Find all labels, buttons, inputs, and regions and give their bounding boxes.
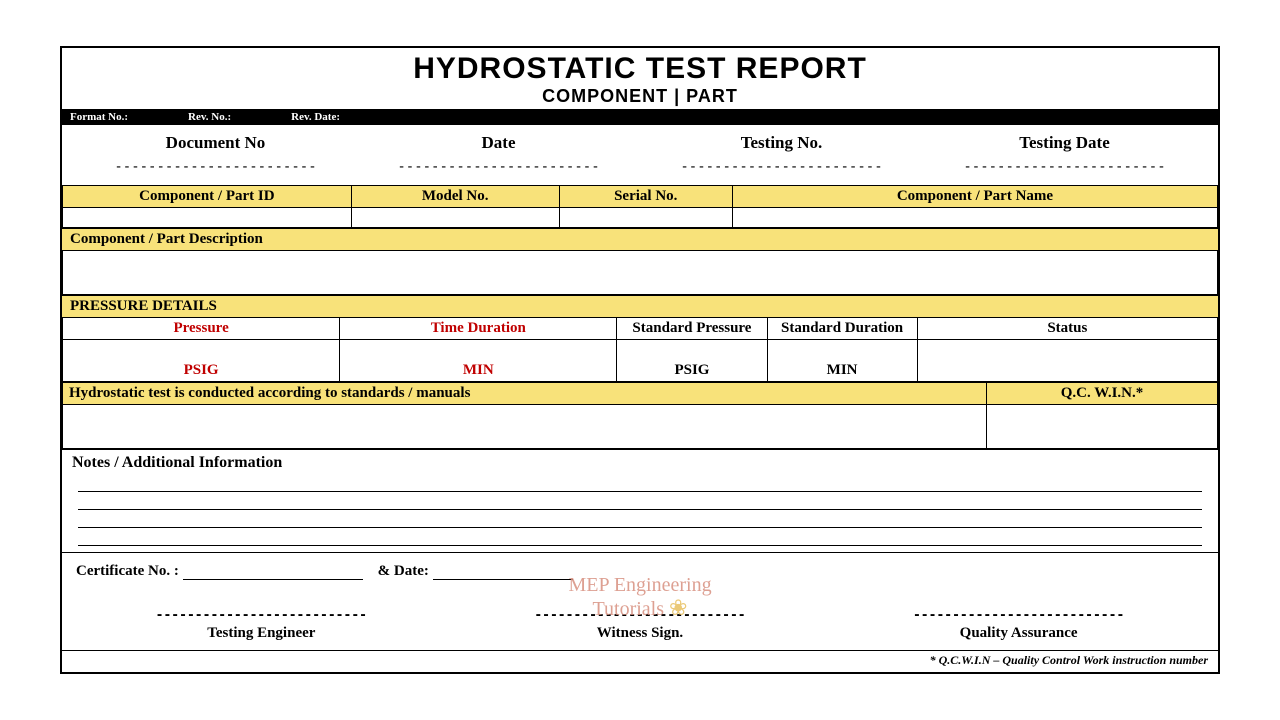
document-no-col: Document No ------------------------: [74, 133, 357, 175]
title-block: HYDROSTATIC TEST REPORT COMPONENT | PART: [62, 48, 1218, 109]
witness-sign-col: --------------------------- Witness Sign…: [534, 608, 745, 642]
quality-assurance-col: --------------------------- Quality Assu…: [913, 608, 1124, 642]
report-sheet: HYDROSTATIC TEST REPORT COMPONENT | PART…: [60, 46, 1220, 674]
testing-engineer-label: Testing Engineer: [156, 625, 367, 642]
description-cell[interactable]: [63, 251, 1218, 295]
pressure-unit-cell[interactable]: PSIG: [63, 340, 340, 382]
pressure-col-header: Pressure: [63, 318, 340, 340]
testing-date-field[interactable]: ------------------------: [923, 159, 1206, 175]
description-header: Component / Part Description: [62, 228, 1218, 250]
certificate-no-field[interactable]: [183, 566, 363, 580]
standards-header: Hydrostatic test is conducted according …: [63, 383, 987, 405]
testing-engineer-line[interactable]: ---------------------------: [156, 608, 367, 623]
testing-no-field[interactable]: ------------------------: [640, 159, 923, 175]
time-unit-cell[interactable]: MIN: [340, 340, 617, 382]
testing-engineer-col: --------------------------- Testing Engi…: [156, 608, 367, 642]
quality-assurance-line[interactable]: ---------------------------: [913, 608, 1124, 623]
document-fields-row: Document No ------------------------ Dat…: [62, 125, 1218, 185]
serial-no-header: Serial No.: [559, 186, 732, 208]
component-id-cell[interactable]: [63, 208, 352, 228]
model-no-cell[interactable]: [351, 208, 559, 228]
status-col-header: Status: [917, 318, 1217, 340]
std-duration-col-header: Standard Duration: [767, 318, 917, 340]
note-line-2[interactable]: [78, 492, 1202, 510]
certificate-date-label: & Date:: [378, 563, 429, 579]
footnote: * Q.C.W.I.N – Quality Control Work instr…: [62, 650, 1218, 672]
document-no-field[interactable]: ------------------------: [74, 159, 357, 175]
document-no-label: Document No: [74, 133, 357, 153]
pressure-details-header: PRESSURE DETAILS: [62, 295, 1218, 317]
standards-cell[interactable]: [63, 405, 987, 449]
note-line-1[interactable]: [78, 474, 1202, 492]
quality-assurance-label: Quality Assurance: [913, 625, 1124, 642]
testing-no-label: Testing No.: [640, 133, 923, 153]
qcwin-cell[interactable]: [987, 405, 1218, 449]
date-field[interactable]: ------------------------: [357, 159, 640, 175]
witness-sign-label: Witness Sign.: [534, 625, 745, 642]
notes-block: Notes / Additional Information: [62, 449, 1218, 552]
note-line-4[interactable]: [78, 528, 1202, 546]
certificate-date-field[interactable]: [433, 566, 573, 580]
certificate-row: Certificate No. : & Date:: [62, 552, 1218, 584]
component-id-table: Component / Part ID Model No. Serial No.…: [62, 185, 1218, 228]
testing-date-label: Testing Date: [923, 133, 1206, 153]
serial-no-cell[interactable]: [559, 208, 732, 228]
pressure-table: Pressure Time Duration Standard Pressure…: [62, 317, 1218, 382]
rev-date-label: Rev. Date:: [291, 111, 340, 123]
model-no-header: Model No.: [351, 186, 559, 208]
time-duration-col-header: Time Duration: [340, 318, 617, 340]
status-cell[interactable]: [917, 340, 1217, 382]
signature-row: MEP Engineering Tutorials ❀ ------------…: [62, 584, 1218, 650]
component-name-cell[interactable]: [732, 208, 1217, 228]
revision-bar: Format No.: Rev. No.: Rev. Date:: [62, 109, 1218, 125]
notes-header: Notes / Additional Information: [72, 454, 1208, 472]
rev-no-label: Rev. No.:: [188, 111, 231, 123]
format-no-label: Format No.:: [70, 111, 128, 123]
standards-table: Hydrostatic test is conducted according …: [62, 382, 1218, 449]
date-col: Date ------------------------: [357, 133, 640, 175]
title-sub: COMPONENT | PART: [62, 86, 1218, 107]
witness-sign-line[interactable]: ---------------------------: [534, 608, 745, 623]
testing-no-col: Testing No. ------------------------: [640, 133, 923, 175]
std-pressure-unit-cell[interactable]: PSIG: [617, 340, 767, 382]
note-line-3[interactable]: [78, 510, 1202, 528]
component-name-header: Component / Part Name: [732, 186, 1217, 208]
qcwin-header: Q.C. W.I.N.*: [987, 383, 1218, 405]
title-main: HYDROSTATIC TEST REPORT: [62, 52, 1218, 86]
std-duration-unit-cell[interactable]: MIN: [767, 340, 917, 382]
date-label: Date: [357, 133, 640, 153]
testing-date-col: Testing Date ------------------------: [923, 133, 1206, 175]
certificate-no-label: Certificate No. :: [76, 563, 179, 579]
component-id-header: Component / Part ID: [63, 186, 352, 208]
std-pressure-col-header: Standard Pressure: [617, 318, 767, 340]
description-table: [62, 250, 1218, 295]
